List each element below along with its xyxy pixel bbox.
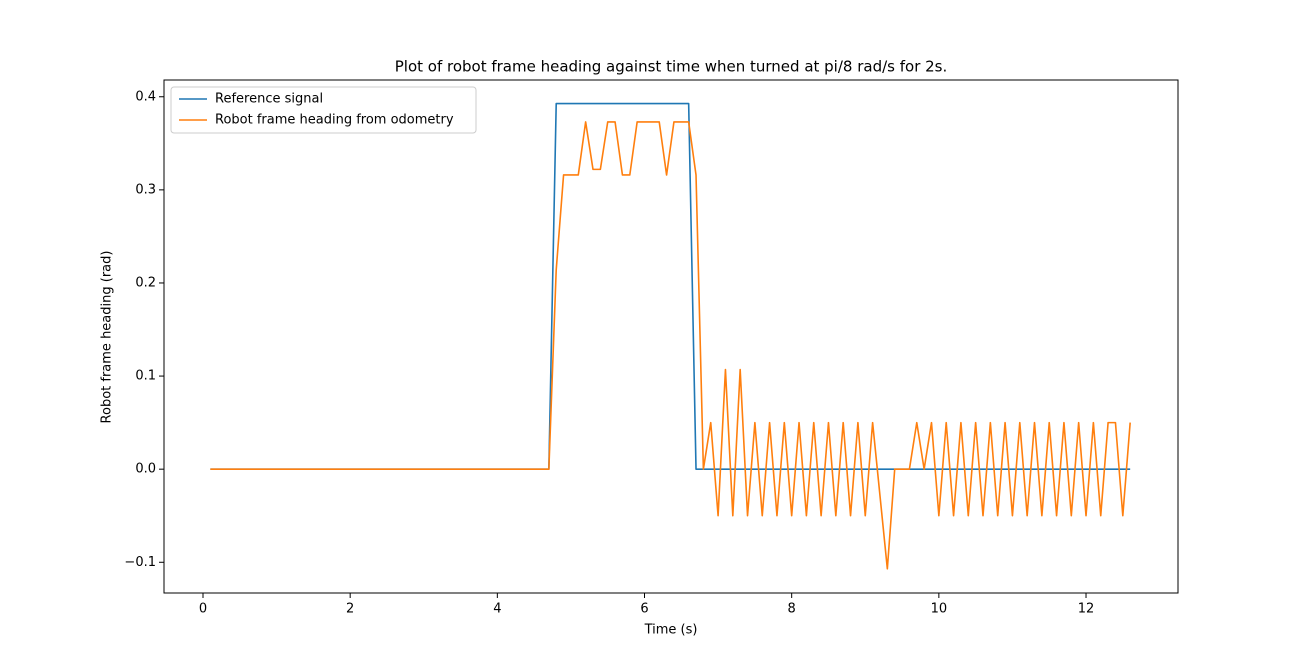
y-tick-label: −0.1	[124, 555, 156, 570]
x-tick-label: 4	[493, 602, 501, 617]
x-tick-label: 0	[199, 602, 207, 617]
plot-frame	[163, 79, 1179, 594]
y-tick-label: 0.0	[135, 462, 156, 477]
x-tick-label: 6	[640, 602, 648, 617]
chart-title: Plot of robot frame heading against time…	[395, 58, 948, 76]
y-tick-label: 0.1	[135, 369, 156, 384]
legend-label: Reference signal	[215, 92, 323, 107]
x-tick-label: 8	[788, 602, 796, 617]
y-axis-label: Robot frame heading (rad)	[100, 251, 115, 424]
x-axis-label: Time (s)	[644, 623, 698, 638]
y-tick-label: 0.2	[135, 275, 156, 290]
data-line	[210, 121, 1131, 570]
x-tick-label: 2	[346, 602, 354, 617]
legend-label: Robot frame heading from odometry	[215, 113, 454, 128]
x-tick-label: 12	[1078, 602, 1095, 617]
x-tick-label: 10	[931, 602, 948, 617]
legend-box	[170, 86, 477, 134]
data-line	[210, 102, 1131, 470]
y-tick-label: 0.4	[135, 89, 156, 104]
y-tick-label: 0.3	[135, 182, 156, 197]
